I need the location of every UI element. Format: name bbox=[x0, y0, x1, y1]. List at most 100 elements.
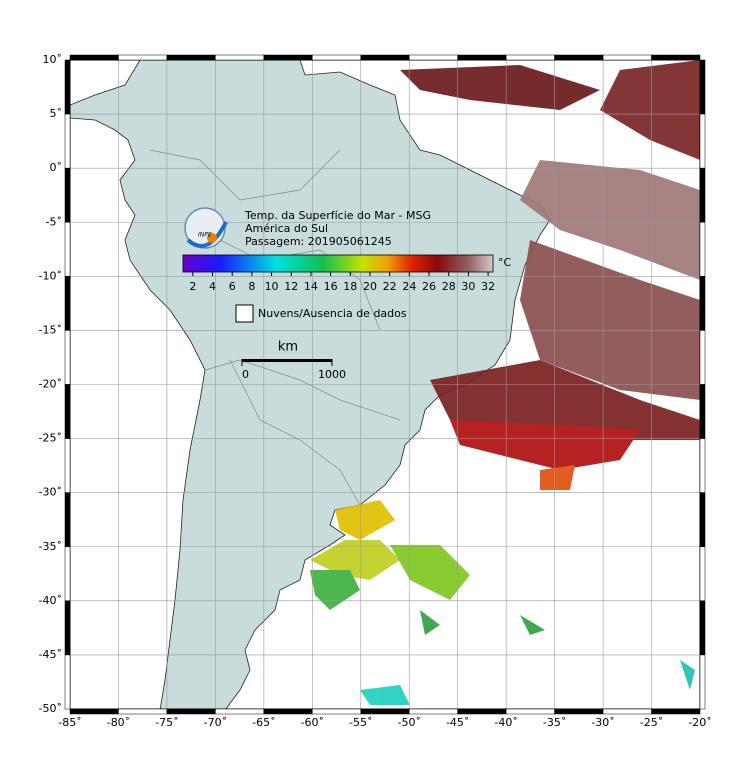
scale-bar-line bbox=[242, 359, 332, 362]
lon-tick-label: -30˚ bbox=[591, 716, 614, 729]
lat-tick-label: -35˚ bbox=[39, 540, 62, 553]
frame-bar bbox=[457, 54, 507, 61]
title-line: América do Sul bbox=[245, 222, 328, 235]
lat-tick-label: -10˚ bbox=[39, 269, 62, 282]
colorbar-tick-label: 22 bbox=[383, 280, 397, 293]
lon-tick-label: -60˚ bbox=[301, 716, 324, 729]
lon-tick-label: -50˚ bbox=[397, 716, 420, 729]
colorbar-tick-label: 8 bbox=[248, 280, 255, 293]
colorbar-gradient bbox=[182, 254, 494, 273]
frame-bar bbox=[312, 708, 362, 715]
logo-text: INPE bbox=[198, 232, 212, 239]
frame-bar bbox=[64, 654, 71, 710]
colorbar-tick-label: 10 bbox=[265, 280, 279, 293]
colorbar-tick-label: 30 bbox=[461, 280, 475, 293]
frame-bar bbox=[699, 113, 706, 169]
frame-bar bbox=[699, 59, 706, 115]
lon-tick-label: -65˚ bbox=[252, 716, 275, 729]
lat-tick-label: 0˚ bbox=[50, 161, 63, 174]
frame-bar bbox=[505, 708, 555, 715]
frame-bar bbox=[69, 708, 119, 715]
colorbar-tick-label: 2 bbox=[189, 280, 196, 293]
frame-bar bbox=[602, 708, 652, 715]
frame-bar bbox=[699, 492, 706, 547]
frame-bar bbox=[360, 708, 410, 715]
colorbar-tick-label: 4 bbox=[209, 280, 216, 293]
lat-tick-label: -20˚ bbox=[39, 378, 62, 391]
colorbar: 2 4 6 8 10 12 14 16 18 20 22 24 26 28 30 32 bbox=[182, 254, 495, 293]
lat-tick-label: -15˚ bbox=[39, 323, 62, 336]
frame-bar bbox=[64, 113, 71, 169]
scale-tick-label: 1000 bbox=[318, 368, 346, 381]
frame-bar bbox=[699, 600, 706, 656]
lat-tick-label: 10˚ bbox=[43, 53, 63, 66]
lon-tick-label: -55˚ bbox=[349, 716, 372, 729]
frame-bar bbox=[699, 384, 706, 439]
frame-bar bbox=[602, 54, 652, 61]
logo-dot bbox=[207, 233, 217, 243]
frame-bar bbox=[166, 54, 216, 61]
lon-tick-label: -25˚ bbox=[640, 716, 663, 729]
lat-tick-label: -25˚ bbox=[39, 432, 62, 445]
title-line: Passagem: 201905061245 bbox=[245, 235, 392, 248]
frame-bar bbox=[699, 330, 706, 385]
frame-bar bbox=[457, 708, 507, 715]
frame-bar bbox=[651, 54, 701, 61]
borders bbox=[149, 149, 401, 506]
lon-tick-label: -40˚ bbox=[494, 716, 517, 729]
colorbar-tick-label: 20 bbox=[363, 280, 377, 293]
scale-unit: km bbox=[278, 340, 298, 355]
scale-bar: 0 1000 bbox=[241, 359, 346, 381]
frame-bar bbox=[118, 54, 168, 61]
frame-bar bbox=[64, 492, 71, 547]
logo-swoosh bbox=[186, 221, 228, 248]
colorbar-tick-label: 12 bbox=[284, 280, 298, 293]
frame-bar bbox=[699, 654, 706, 710]
colorbar-tick-label: 32 bbox=[481, 280, 495, 293]
frame-bar bbox=[64, 546, 71, 602]
lon-tick-label: -45˚ bbox=[446, 716, 469, 729]
frame-bar bbox=[118, 708, 168, 715]
lat-tick-label: -5˚ bbox=[46, 215, 62, 228]
lon-tick-label: -70˚ bbox=[204, 716, 227, 729]
lon-tick-label: -35˚ bbox=[543, 716, 566, 729]
legend-label: Nuvens/Ausencia de dados bbox=[258, 307, 407, 320]
frame-bar bbox=[69, 54, 119, 61]
frame-bar bbox=[263, 54, 313, 61]
lat-tick-label: -40˚ bbox=[39, 594, 62, 607]
frame-bar bbox=[166, 708, 216, 715]
legend-swatch bbox=[235, 304, 254, 323]
frame-bar bbox=[64, 276, 71, 331]
lat-tick-label: -45˚ bbox=[39, 648, 62, 661]
frame-bar bbox=[215, 54, 265, 61]
frame-bar bbox=[215, 708, 265, 715]
frame-bar bbox=[554, 708, 604, 715]
lat-tick-label: -30˚ bbox=[39, 486, 62, 499]
frame-bar bbox=[554, 54, 604, 61]
sst-patches bbox=[310, 60, 700, 705]
colorbar-tick-label: 18 bbox=[343, 280, 357, 293]
colorbar-tick-label: 26 bbox=[422, 280, 436, 293]
frame-bar bbox=[64, 438, 71, 493]
lat-tick-label: 5˚ bbox=[50, 107, 63, 120]
frame-bar bbox=[408, 54, 458, 61]
colorbar-unit: °C bbox=[498, 256, 512, 269]
colorbar-tick-label: 28 bbox=[442, 280, 456, 293]
frame-bar bbox=[699, 438, 706, 493]
colorbar-tick-label: 6 bbox=[229, 280, 236, 293]
frame-bar bbox=[408, 708, 458, 715]
frame-bar bbox=[699, 276, 706, 331]
frame-bar bbox=[651, 708, 701, 715]
frame-bar bbox=[699, 167, 706, 223]
frame-bar bbox=[64, 59, 71, 115]
colorbar-tick-label: 14 bbox=[304, 280, 318, 293]
frame-bar bbox=[64, 384, 71, 439]
frame-bar bbox=[263, 708, 313, 715]
lon-tick-label: -80˚ bbox=[107, 716, 130, 729]
frame-bar bbox=[64, 600, 71, 656]
lon-tick-label: -75˚ bbox=[155, 716, 178, 729]
colorbar-tick-label: 24 bbox=[402, 280, 416, 293]
lat-tick-label: -50˚ bbox=[39, 702, 62, 715]
frame-bar bbox=[505, 54, 555, 61]
